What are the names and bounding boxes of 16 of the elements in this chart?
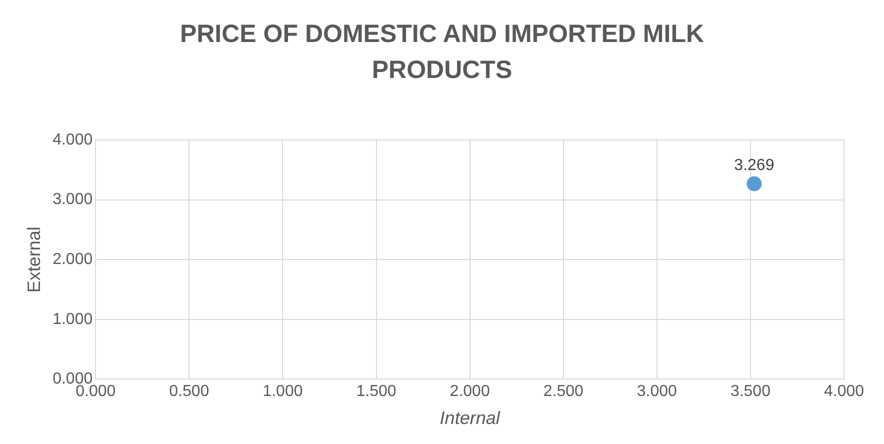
y-tick-label: 4.000 [52, 131, 93, 148]
y-tick-label: 1.000 [52, 310, 93, 328]
x-tick-label: 2.000 [450, 383, 490, 400]
y-tick-label: 2.000 [52, 251, 93, 268]
x-tick-label: 2.500 [543, 383, 584, 400]
x-axis-title: Internal [440, 408, 501, 428]
x-tick-label: 0.500 [169, 383, 210, 400]
y-axis-title: External [24, 226, 44, 293]
x-tick-label: 3.000 [636, 383, 678, 400]
y-tick-label: 3.000 [52, 191, 93, 208]
x-tick-label: 4.000 [824, 383, 864, 400]
data-label: 3.269 [734, 157, 774, 174]
x-tick-label: 1.000 [262, 383, 303, 400]
chart-title: PRICE OF DOMESTIC AND IMPORTED MILK PRODUCTS [178, 19, 706, 86]
x-tick-label: 3.500 [730, 383, 771, 400]
x-tick-label: 1.500 [356, 383, 396, 400]
